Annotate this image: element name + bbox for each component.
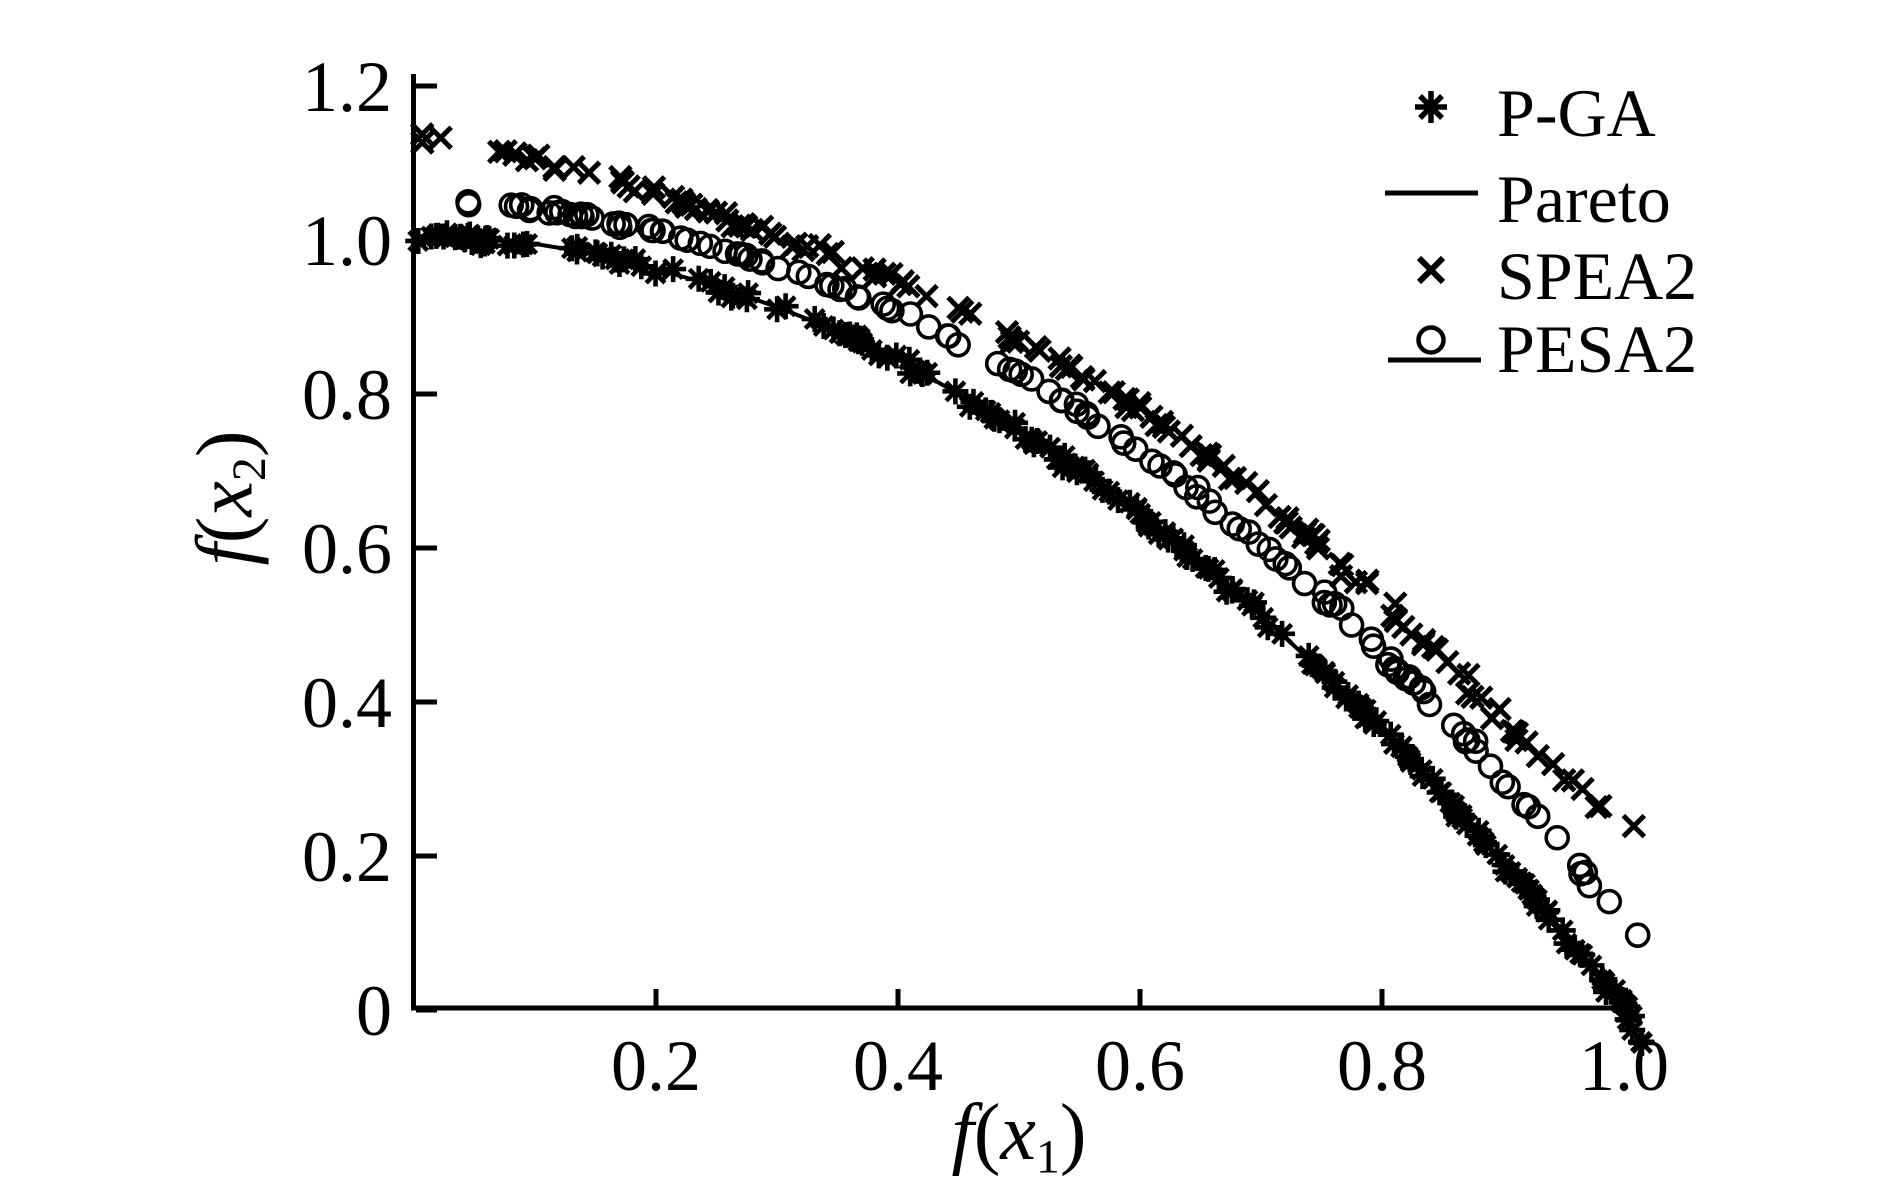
series-spea2-points [409,122,1647,839]
y-tick-label: 0.4 [302,663,392,743]
y-tick-label: 0.8 [302,355,392,435]
y-tick-label: 0.6 [302,509,392,589]
x-axis-label: f(x1) [951,1089,1087,1183]
y-tick-label: 0 [356,971,392,1051]
legend-entry-pga: P-GA [1372,72,1656,151]
cross-icon [1416,255,1446,285]
series-p-ga-points [405,220,1655,1056]
x-tick-label: 0.6 [1095,1026,1185,1106]
x-tick-label: 0.4 [853,1026,943,1106]
series-pesa2-points [455,189,1651,948]
legend-label-pareto: Pareto [1497,160,1671,237]
y-tick-label: 0.2 [302,817,392,897]
legend-entry-pareto: Pareto [1372,158,1671,237]
legend-label-pga: P-GA [1497,74,1656,151]
tick-labels: 0.2 0.4 0.6 0.8 1.01.21.00.80.60.40.20 [302,47,1669,1106]
x-tick-label: 0.8 [1337,1026,1427,1106]
plot-area [405,122,1655,1056]
legend-label-pesa2: PESA2 [1497,310,1698,387]
y-tick-label: 1.2 [302,47,392,127]
line-icon [1385,190,1478,196]
asterisk-icon [1415,91,1447,123]
circle-line-icon [1388,325,1481,363]
y-tick-label: 1.0 [302,201,392,281]
legend-entry-pesa2: PESA2 [1372,308,1697,387]
y-axis-label: f(x2) [181,430,276,566]
x-tick-label: 0.2 [611,1026,701,1106]
legend: P-GA Pareto SPEA2 PESA2 [1372,0,1882,420]
legend-entry-spea2: SPEA2 [1372,235,1697,314]
legend-label-spea2: SPEA2 [1497,237,1698,314]
